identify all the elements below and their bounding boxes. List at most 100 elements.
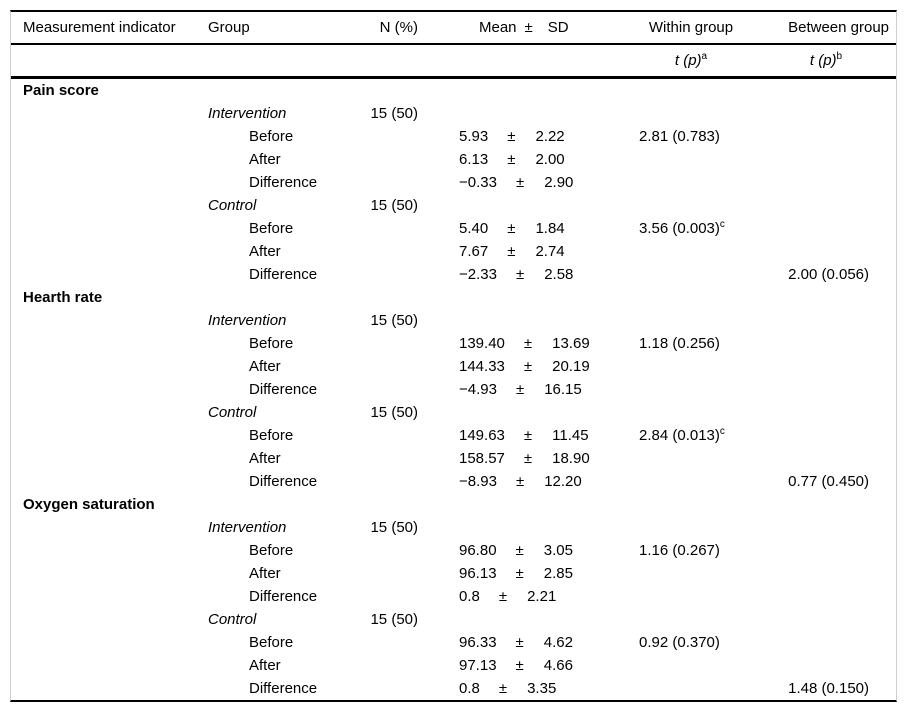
- measure-label: Difference: [249, 680, 318, 697]
- measure-row: After 96.13 ±2.85: [11, 562, 896, 585]
- mean-sd-cell: 96.13 ±2.85: [426, 562, 626, 585]
- measure-row: Before 149.63 ±11.45 2.84 (0.013)c: [11, 424, 896, 447]
- mean-value: 97.13: [459, 657, 497, 674]
- header-between-group: Between group: [788, 19, 889, 36]
- mean-sd-cell: −4.93 ±16.15: [426, 378, 626, 401]
- significance-superscript: c: [719, 426, 725, 437]
- plus-minus-symbol: ±: [507, 243, 516, 260]
- mean-value: −0.33: [459, 174, 497, 191]
- sd-value: 3.35: [527, 680, 557, 697]
- mean-sd-cell: 6.13 ±2.00: [426, 148, 626, 171]
- sd-value: 18.90: [552, 450, 590, 467]
- measure-row: After 97.13 ±4.66: [11, 654, 896, 677]
- mean-sd-cell: 0.8 ±2.21: [426, 585, 626, 608]
- plus-minus-symbol: ±: [524, 19, 533, 36]
- mean-value: 149.63: [459, 427, 505, 444]
- measure-label: Difference: [249, 266, 318, 283]
- within-group-value: 1.18 (0.256): [639, 335, 720, 352]
- section-row: Hearth rate: [11, 286, 896, 309]
- mean-sd-cell: 96.33 ±4.62: [426, 631, 626, 654]
- group-row: Intervention 15 (50): [11, 102, 896, 125]
- table-body: Pain score Intervention 15 (50) Before 5.93 ±…: [11, 79, 896, 700]
- header-measurement-indicator: Measurement indicator: [23, 19, 176, 36]
- significance-superscript: c: [719, 219, 725, 230]
- measure-label: After: [249, 243, 281, 260]
- plus-minus-symbol: ±: [515, 473, 525, 490]
- mean-sd-cell: 0.8 ±3.35: [426, 677, 626, 700]
- measure-row: Difference −0.33 ±2.90: [11, 171, 896, 194]
- plus-minus-symbol: ±: [515, 565, 524, 582]
- mean-sd-cell: 158.57 ±18.90: [426, 447, 626, 470]
- mean-value: 5.40: [459, 220, 489, 237]
- section-indicator: Pain score: [23, 82, 99, 99]
- measure-row: Before 96.80 ±3.05 1.16 (0.267): [11, 539, 896, 562]
- measure-row: Difference 0.8 ±3.35 1.48 (0.150): [11, 677, 896, 700]
- plus-minus-symbol: ±: [515, 634, 524, 651]
- plus-minus-symbol: ±: [515, 542, 524, 559]
- measure-label: Before: [249, 427, 294, 444]
- sd-value: 1.84: [535, 220, 565, 237]
- measure-row: Difference −4.93 ±16.15: [11, 378, 896, 401]
- mean-value: −8.93: [459, 473, 497, 490]
- measure-label: After: [249, 657, 281, 674]
- sd-value: 2.74: [535, 243, 565, 260]
- mean-value: 5.93: [459, 128, 489, 145]
- between-group-value: 2.00 (0.056): [788, 266, 869, 283]
- measure-row: Before 96.33 ±4.62 0.92 (0.370): [11, 631, 896, 654]
- header-n-percent: N (%): [379, 19, 418, 36]
- group-name: Control: [208, 197, 257, 214]
- between-group-value: 1.48 (0.150): [788, 680, 869, 697]
- sd-value: 2.90: [544, 174, 574, 191]
- measure-row: After 7.67 ±2.74: [11, 240, 896, 263]
- plus-minus-symbol: ±: [498, 588, 508, 605]
- section-row: Pain score: [11, 79, 896, 102]
- mean-value: 7.67: [459, 243, 489, 260]
- mean-sd-cell: −2.33 ±2.58: [426, 263, 626, 286]
- group-row: Control 15 (50): [11, 194, 896, 217]
- measure-label: After: [249, 565, 281, 582]
- mean-value: 139.40: [459, 335, 505, 352]
- group-row: Control 15 (50): [11, 401, 896, 424]
- sd-value: 4.62: [543, 634, 573, 651]
- sd-value: 20.19: [552, 358, 590, 375]
- within-stat-superscript: a: [701, 51, 708, 62]
- mean-value: 0.8: [459, 680, 480, 697]
- group-name: Intervention: [208, 105, 287, 122]
- header-within-group: Within group: [648, 19, 734, 36]
- measure-row: After 158.57 ±18.90: [11, 447, 896, 470]
- measure-label: Before: [249, 542, 294, 559]
- between-stat-superscript: b: [836, 51, 843, 62]
- group-name: Intervention: [208, 312, 287, 329]
- within-group-value: 3.56 (0.003)c: [639, 219, 725, 238]
- measure-label: Difference: [249, 174, 318, 191]
- measure-label: After: [249, 151, 281, 168]
- mean-sd-cell: 7.67 ±2.74: [426, 240, 626, 263]
- sd-value: 13.69: [552, 335, 590, 352]
- plus-minus-symbol: ±: [507, 128, 516, 145]
- mean-value: 6.13: [459, 151, 489, 168]
- sd-value: 11.45: [552, 427, 589, 444]
- measure-label: Difference: [249, 473, 318, 490]
- group-n-value: 15 (50): [370, 105, 418, 122]
- mean-value: 144.33: [459, 358, 505, 375]
- measure-row: Before 5.93 ±2.22 2.81 (0.783): [11, 125, 896, 148]
- measure-label: After: [249, 450, 281, 467]
- table-subheader-row: t (p)a t (p)b: [11, 45, 896, 79]
- plus-minus-symbol: ±: [523, 450, 533, 467]
- plus-minus-symbol: ±: [523, 427, 533, 444]
- group-n-value: 15 (50): [370, 197, 418, 214]
- mean-sd-cell: 96.80 ±3.05: [426, 539, 626, 562]
- within-group-value: 0.92 (0.370): [639, 634, 720, 651]
- mean-value: −4.93: [459, 381, 497, 398]
- measure-row: Difference 0.8 ±2.21: [11, 585, 896, 608]
- measure-row: Before 5.40 ±1.84 3.56 (0.003)c: [11, 217, 896, 240]
- statistics-table: Measurement indicator Group N (%) Mean ± S…: [10, 10, 897, 702]
- subheader-within-stat: t (p)a: [626, 51, 756, 70]
- header-mean-sd: Mean ± SD: [426, 19, 626, 36]
- measure-label: Difference: [249, 588, 318, 605]
- measure-row: Before 139.40 ±13.69 1.18 (0.256): [11, 332, 896, 355]
- within-group-value: 2.81 (0.783): [639, 128, 720, 145]
- group-name: Control: [208, 611, 257, 628]
- sd-value: 2.85: [543, 565, 573, 582]
- between-group-value: 0.77 (0.450): [788, 473, 869, 490]
